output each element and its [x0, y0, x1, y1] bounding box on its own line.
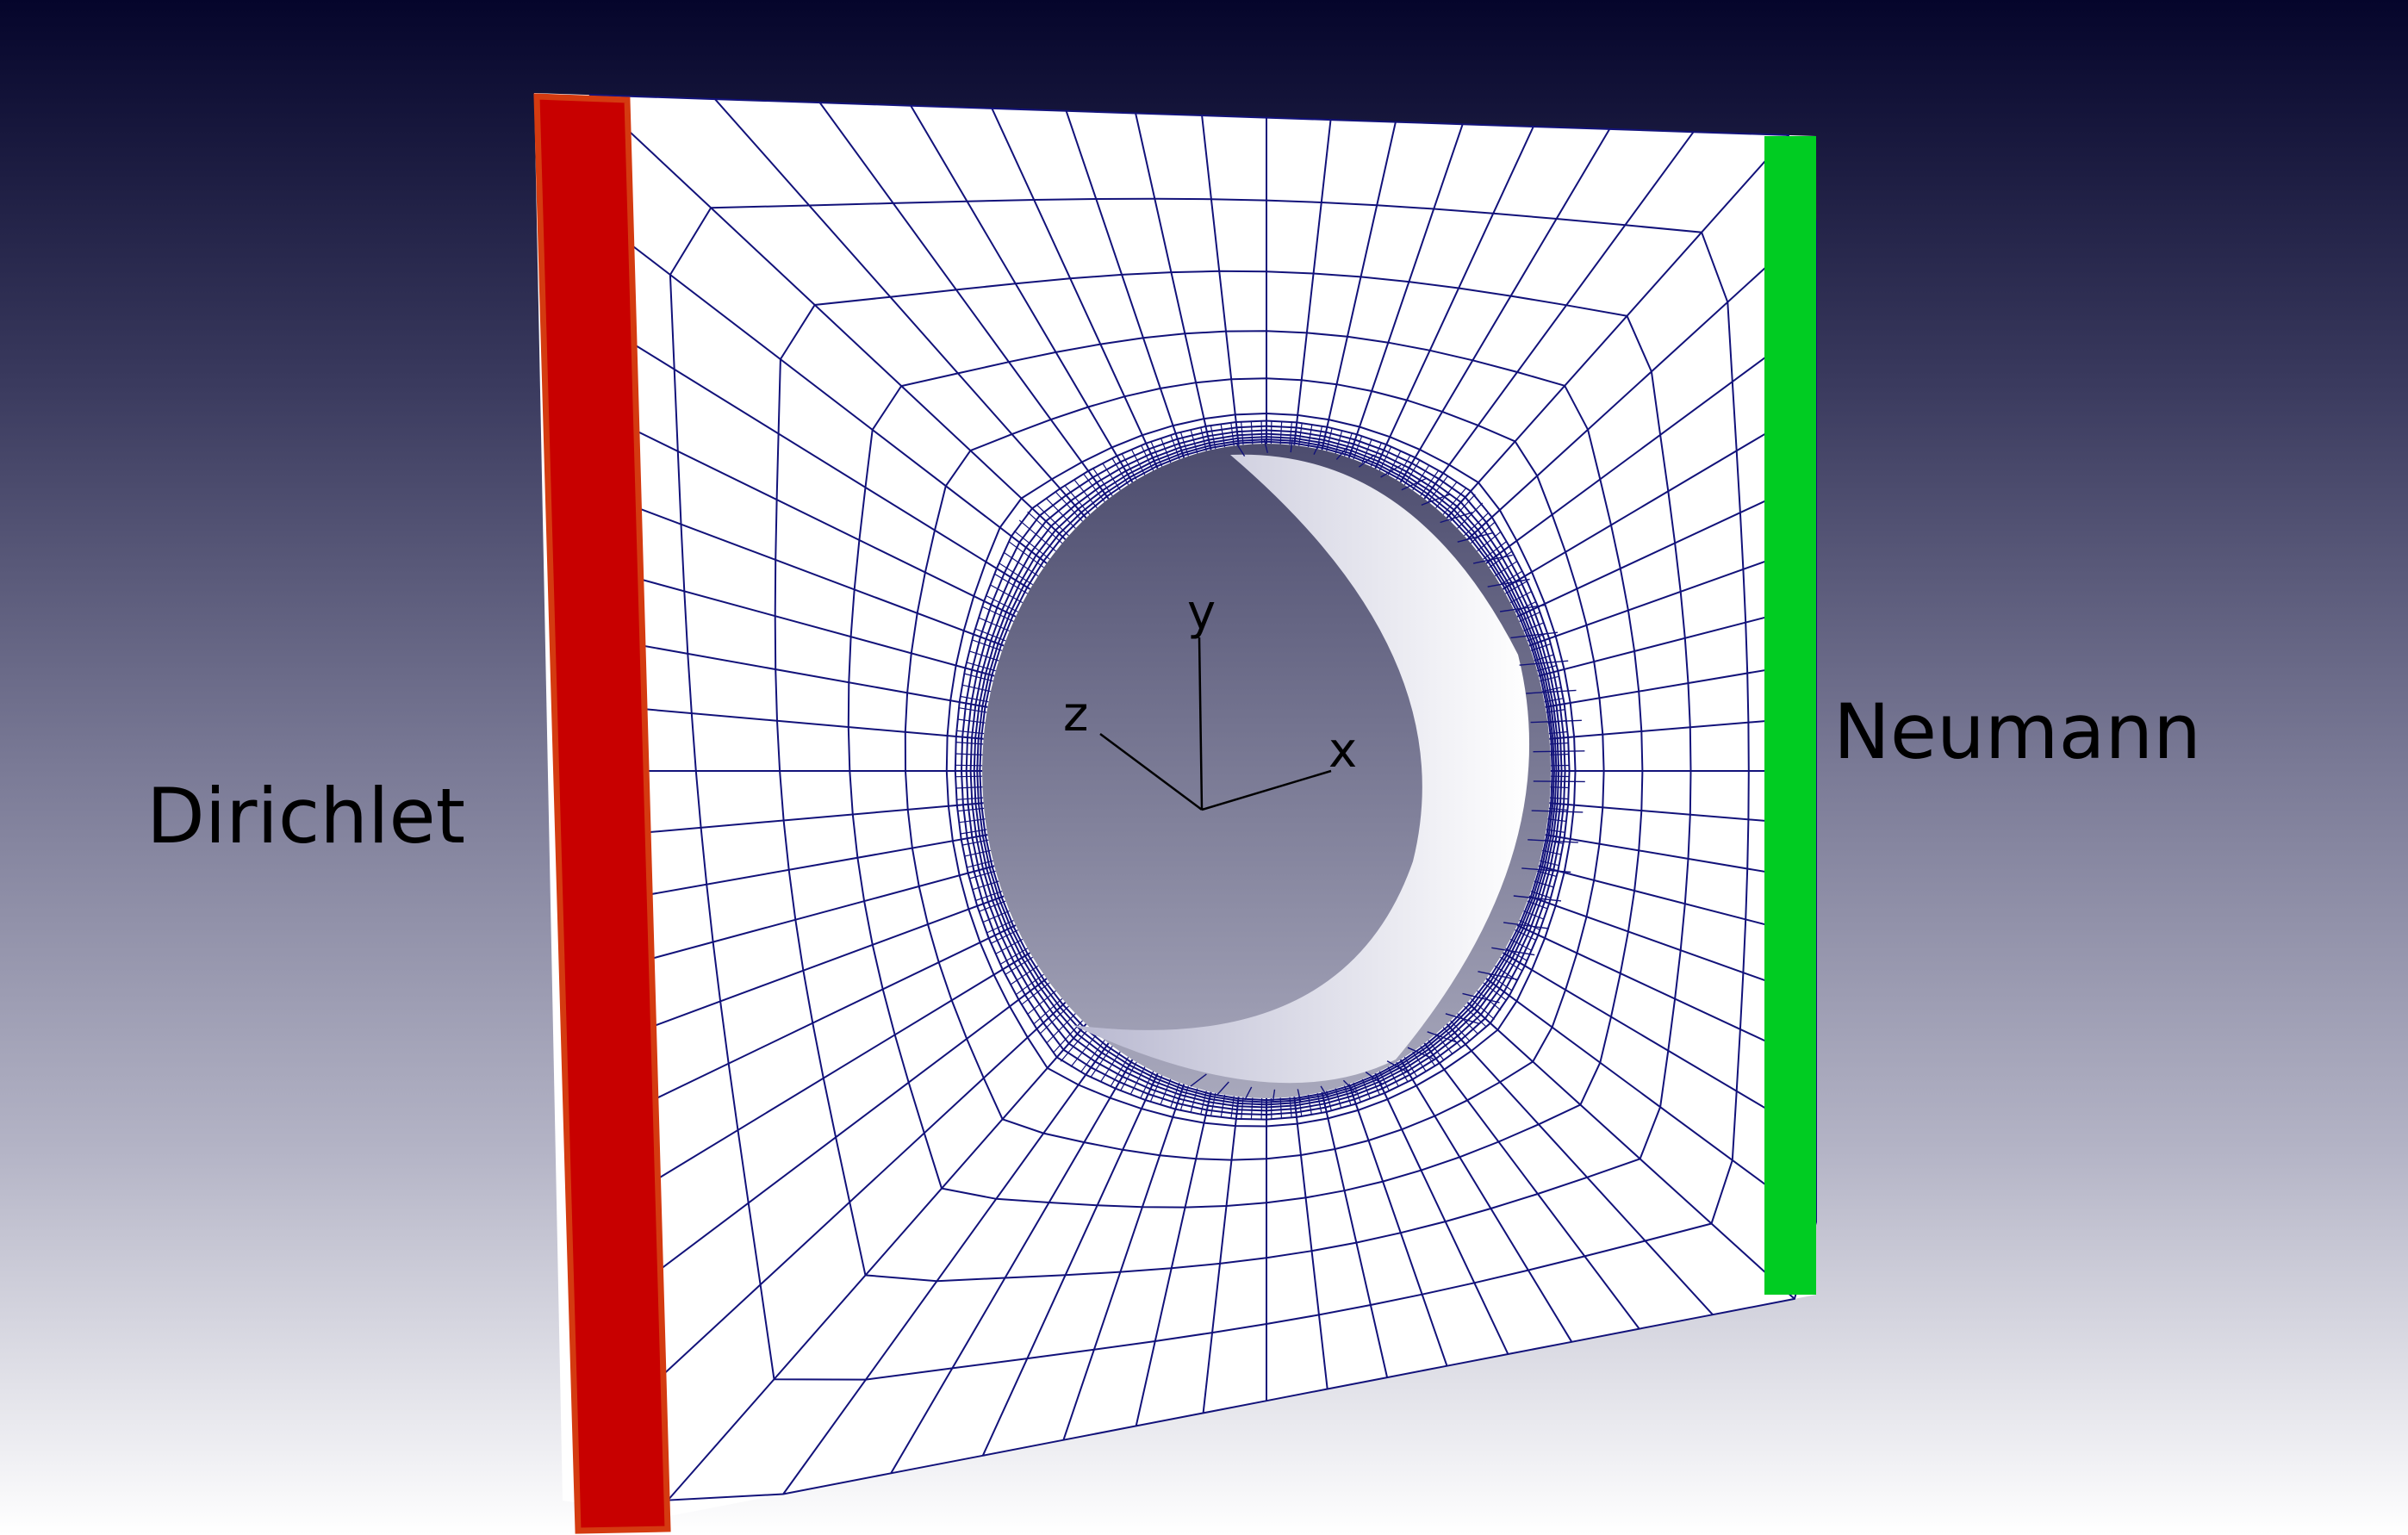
dirichlet-boundary-bar [533, 93, 671, 1534]
neumann-boundary-bar [1764, 136, 1816, 1295]
z-axis-label: z [1063, 687, 1088, 743]
dirichlet-label: Dirichlet [146, 772, 465, 861]
neumann-label: Neumann [1833, 687, 2201, 776]
z-axis-line [1099, 732, 1203, 811]
y-axis-label: y [1187, 585, 1216, 641]
axes-triad [1099, 637, 1332, 811]
hole-wall-mesh [1190, 439, 1585, 1103]
hole [982, 439, 1585, 1103]
y-axis-line [1198, 637, 1204, 811]
x-axis-label: x [1328, 723, 1357, 779]
hole-inner-wall [1073, 454, 1530, 1084]
x-axis-line [1201, 769, 1332, 811]
